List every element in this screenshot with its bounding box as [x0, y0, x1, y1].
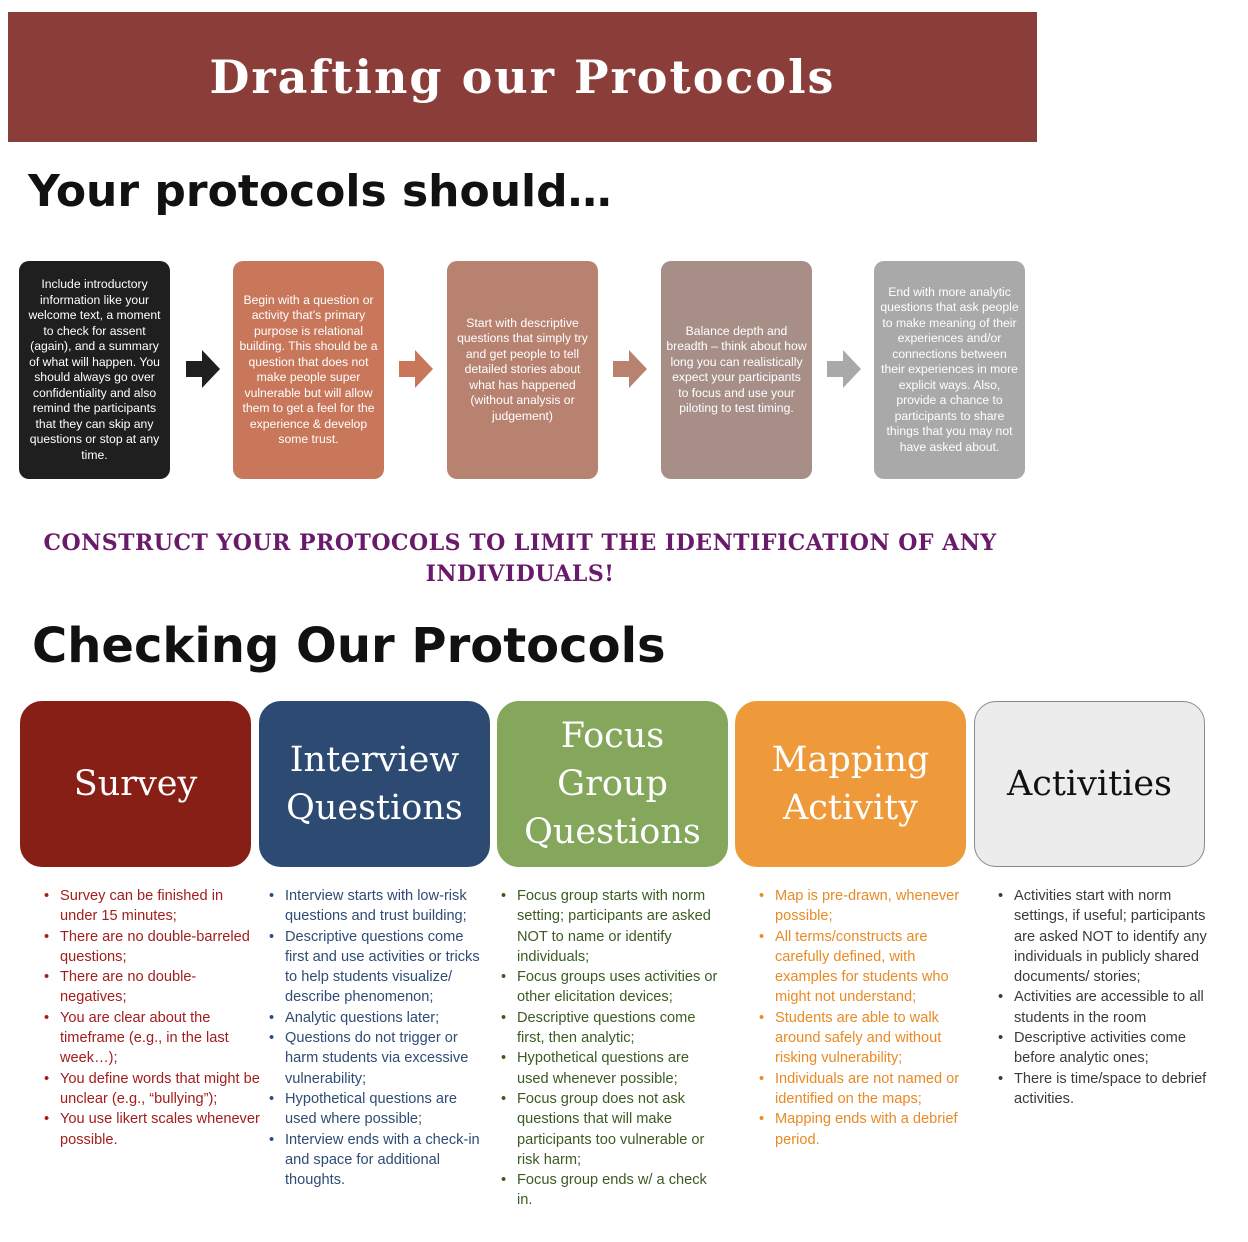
bullet-item: There are no double-barreled questions;	[42, 927, 262, 968]
flow-step-2: Begin with a question or activity that’s…	[233, 261, 384, 479]
category-box-4: Mapping Activity	[735, 701, 966, 867]
bullet-item: You define words that might be unclear (…	[42, 1069, 262, 1110]
category-bullets-4: Map is pre-drawn, whenever possible;All …	[757, 886, 977, 1150]
bullet-item: There are no double-negatives;	[42, 967, 262, 1008]
bullet-item: There is time/space to debrief activitie…	[996, 1069, 1216, 1110]
bullet-item: Interview ends with a check-in and space…	[267, 1130, 487, 1191]
checking-heading: Checking Our Protocols	[32, 618, 666, 674]
flow-step-text: Balance depth and breadth – think about …	[666, 323, 807, 416]
category-bullets-3: Focus group starts with norm setting; pa…	[499, 886, 719, 1211]
bullet-item: Interview starts with low-risk questions…	[267, 886, 487, 927]
right-arrow-icon	[186, 350, 220, 388]
protocols-heading: Your protocols should…	[28, 166, 612, 217]
right-arrow-icon	[827, 350, 861, 388]
flow-step-3: Start with descriptive questions that si…	[447, 261, 598, 479]
right-arrow-icon	[613, 350, 647, 388]
category-bullets-5: Activities start with norm settings, if …	[996, 886, 1216, 1109]
bullet-item: Analytic questions later;	[267, 1008, 487, 1029]
category-title: Mapping Activity	[771, 740, 930, 828]
page-title: Drafting our Protocols	[209, 50, 836, 104]
bullet-item: Focus groups uses activities or other el…	[499, 967, 719, 1008]
title-banner: Drafting our Protocols	[8, 12, 1037, 142]
bullet-item: Focus group ends w/ a check in.	[499, 1170, 719, 1211]
bullet-item: Activities are accessible to all student…	[996, 987, 1216, 1028]
bullet-item: Students are able to walk around safely …	[757, 1008, 977, 1069]
category-title: Focus Group Questions	[524, 716, 701, 852]
right-arrow-icon	[399, 350, 433, 388]
identification-warning: CONSTRUCT YOUR PROTOCOLS TO LIMIT THE ID…	[43, 530, 997, 587]
flow-step-1: Include introductory information like yo…	[19, 261, 170, 479]
category-box-5: Activities	[974, 701, 1205, 867]
bullet-item: You use likert scales whenever possible.	[42, 1109, 262, 1150]
bullet-item: Descriptive questions come first, then a…	[499, 1008, 719, 1049]
flow-step-text: Begin with a question or activity that’s…	[239, 292, 378, 447]
flow-step-text: Include introductory information like yo…	[28, 277, 161, 462]
category-box-3: Focus Group Questions	[497, 701, 728, 867]
category-bullets-2: Interview starts with low-risk questions…	[267, 886, 487, 1190]
flow-step-text: Start with descriptive questions that si…	[457, 315, 588, 423]
bullet-item: Map is pre-drawn, whenever possible;	[757, 886, 977, 927]
category-title: Interview Questions	[286, 740, 463, 828]
category-title: Survey	[73, 764, 198, 804]
bullet-item: You are clear about the timeframe (e.g.,…	[42, 1008, 262, 1069]
bullet-item: Descriptive activities come before analy…	[996, 1028, 1216, 1069]
flow-step-4: Balance depth and breadth – think about …	[661, 261, 812, 479]
category-box-2: Interview Questions	[259, 701, 490, 867]
bullet-item: Descriptive questions come first and use…	[267, 927, 487, 1008]
bullet-item: Activities start with norm settings, if …	[996, 886, 1216, 987]
bullet-item: All terms/constructs are carefully defin…	[757, 927, 977, 1008]
flow-step-5: End with more analytic questions that as…	[874, 261, 1025, 479]
bullet-item: Hypothetical questions are used whenever…	[499, 1048, 719, 1089]
category-title: Activities	[1006, 764, 1173, 804]
category-bullets-1: Survey can be finished in under 15 minut…	[42, 886, 262, 1150]
bullet-item: Focus group starts with norm setting; pa…	[499, 886, 719, 967]
bullet-item: Focus group does not ask questions that …	[499, 1089, 719, 1170]
bullet-item: Questions do not trigger or harm student…	[267, 1028, 487, 1089]
category-box-1: Survey	[20, 701, 251, 867]
bullet-item: Individuals are not named or identified …	[757, 1069, 977, 1110]
bullet-item: Hypothetical questions are used where po…	[267, 1089, 487, 1130]
bullet-item: Mapping ends with a debrief period.	[757, 1109, 977, 1150]
bullet-item: Survey can be finished in under 15 minut…	[42, 886, 262, 927]
flow-step-text: End with more analytic questions that as…	[880, 284, 1019, 454]
